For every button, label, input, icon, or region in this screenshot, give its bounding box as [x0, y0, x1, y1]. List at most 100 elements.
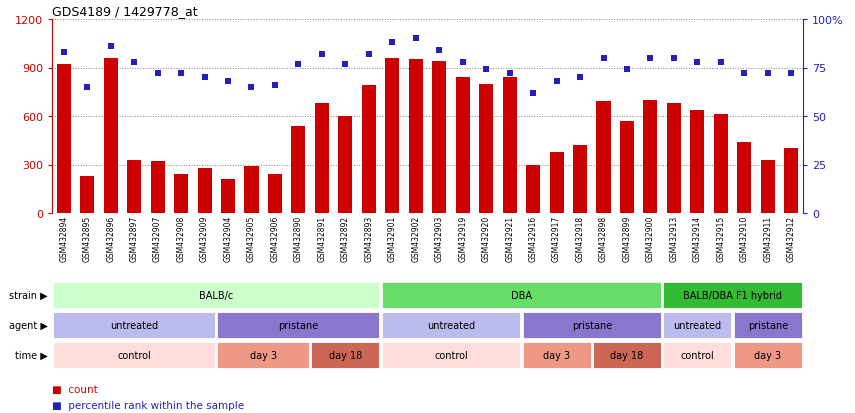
Text: agent ▶: agent ▶ — [9, 320, 48, 330]
Text: ■  percentile rank within the sample: ■ percentile rank within the sample — [52, 400, 245, 410]
Bar — [409, 60, 423, 214]
Text: DBA: DBA — [511, 290, 532, 300]
Bar — [620, 121, 634, 214]
Bar — [245, 167, 258, 214]
Point — [433, 47, 446, 54]
Point — [691, 59, 705, 66]
Bar — [217, 313, 380, 338]
Bar — [734, 342, 802, 368]
Point — [315, 52, 328, 58]
Point — [480, 67, 493, 74]
Text: GDS4189 / 1429778_at: GDS4189 / 1429778_at — [52, 5, 198, 18]
Text: untreated: untreated — [110, 320, 158, 330]
Point — [738, 71, 752, 78]
Bar — [734, 313, 802, 338]
Bar — [597, 102, 610, 214]
Text: day 18: day 18 — [328, 350, 362, 360]
Bar — [217, 342, 309, 368]
Point — [784, 71, 798, 78]
Bar — [503, 78, 516, 214]
Bar — [526, 165, 540, 214]
Point — [409, 36, 422, 43]
Text: pristane: pristane — [747, 320, 788, 330]
Bar — [644, 101, 657, 214]
Point — [221, 78, 235, 85]
Bar — [315, 104, 329, 214]
Bar — [573, 146, 587, 214]
Bar — [456, 78, 469, 214]
Point — [80, 84, 94, 91]
Bar — [479, 85, 493, 214]
Text: BALB/c: BALB/c — [199, 290, 233, 300]
Bar — [127, 160, 141, 214]
Bar — [174, 175, 188, 214]
Point — [550, 78, 563, 85]
Bar — [53, 313, 215, 338]
Bar — [339, 117, 352, 214]
Bar — [53, 283, 380, 308]
Bar — [56, 65, 71, 214]
Text: BALB/DBA F1 hybrid: BALB/DBA F1 hybrid — [683, 290, 782, 300]
Point — [339, 61, 352, 68]
Bar — [362, 86, 376, 214]
Point — [456, 59, 469, 66]
Point — [245, 84, 258, 91]
Bar — [80, 176, 94, 214]
Text: control: control — [117, 350, 151, 360]
Bar — [103, 59, 118, 214]
Text: strain ▶: strain ▶ — [9, 290, 48, 300]
Bar — [386, 59, 399, 214]
Bar — [268, 175, 282, 214]
Bar — [593, 342, 661, 368]
Point — [714, 59, 728, 66]
Point — [620, 67, 634, 74]
Point — [386, 40, 399, 47]
Bar — [522, 313, 661, 338]
Bar — [381, 313, 520, 338]
Point — [268, 83, 282, 89]
Bar — [550, 152, 563, 214]
Text: pristane: pristane — [572, 320, 612, 330]
Bar — [663, 342, 731, 368]
Bar — [150, 162, 165, 214]
Point — [573, 75, 587, 81]
Bar — [522, 342, 591, 368]
Bar — [221, 180, 235, 214]
Text: day 3: day 3 — [754, 350, 781, 360]
Bar — [690, 110, 705, 214]
Point — [57, 50, 71, 56]
Bar — [381, 342, 520, 368]
Point — [150, 71, 164, 78]
Bar — [53, 342, 215, 368]
Point — [292, 61, 305, 68]
Text: ■  count: ■ count — [52, 384, 97, 394]
Bar — [432, 62, 446, 214]
Text: control: control — [434, 350, 468, 360]
Text: untreated: untreated — [427, 320, 475, 330]
Point — [503, 71, 516, 78]
Text: day 18: day 18 — [610, 350, 644, 360]
Bar — [311, 342, 380, 368]
Bar — [663, 283, 802, 308]
Text: day 3: day 3 — [543, 350, 570, 360]
Point — [761, 71, 775, 78]
Bar — [714, 115, 728, 214]
Point — [103, 44, 117, 50]
Bar — [737, 142, 752, 214]
Bar — [663, 313, 731, 338]
Text: day 3: day 3 — [250, 350, 277, 360]
Point — [527, 90, 540, 97]
Text: untreated: untreated — [674, 320, 722, 330]
Point — [597, 55, 610, 62]
Bar — [784, 149, 799, 214]
Point — [127, 59, 141, 66]
Text: pristane: pristane — [278, 320, 319, 330]
Point — [644, 55, 657, 62]
Text: time ▶: time ▶ — [15, 350, 48, 360]
Bar — [381, 283, 661, 308]
Point — [198, 75, 211, 81]
Bar — [667, 104, 681, 214]
Point — [174, 71, 188, 78]
Bar — [292, 126, 305, 214]
Bar — [761, 160, 775, 214]
